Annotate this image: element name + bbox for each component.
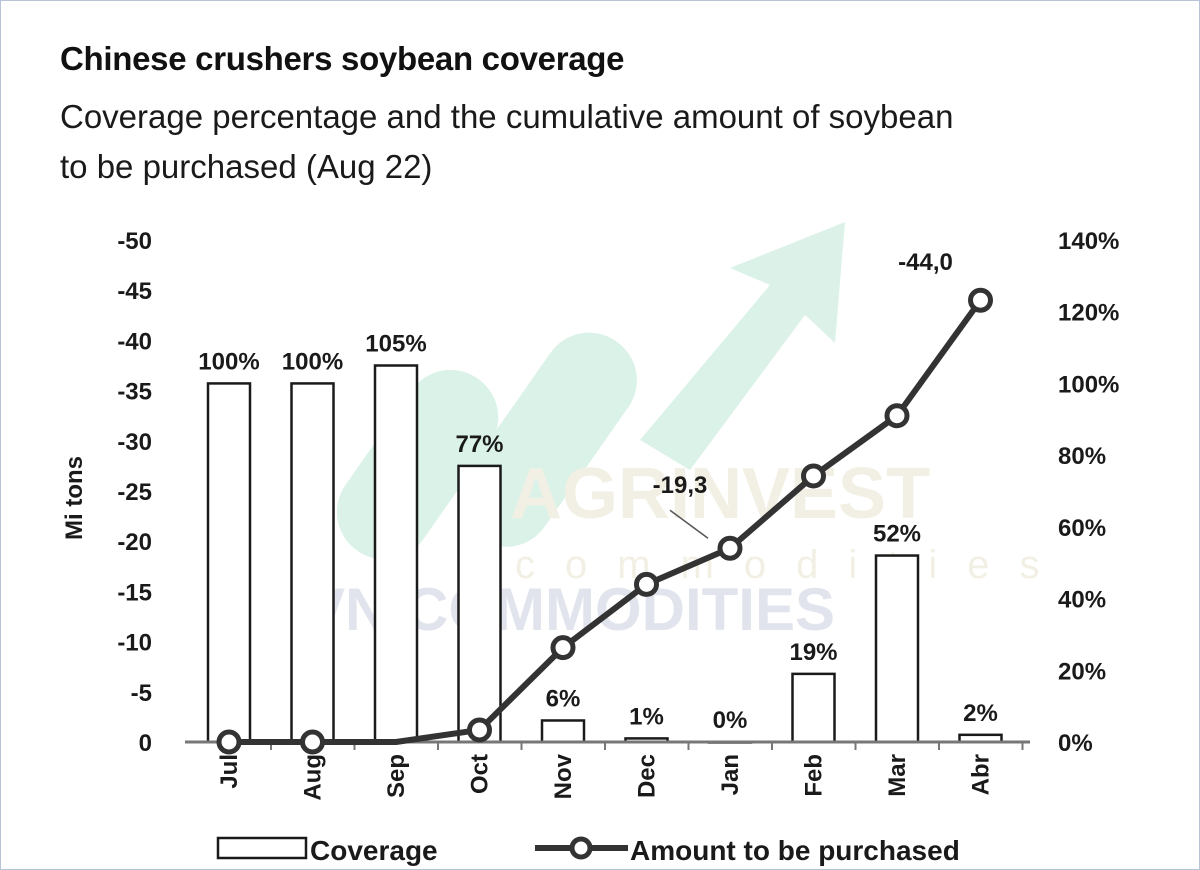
amount-line-path xyxy=(229,298,983,745)
coverage-bars xyxy=(206,364,1003,744)
coverage-bar xyxy=(791,672,836,744)
right-tick-label: 80% xyxy=(1058,443,1106,470)
left-axis-label: Mi tons xyxy=(61,456,88,540)
amount-point xyxy=(968,287,993,313)
legend-swatch-coverage xyxy=(216,836,308,860)
amount-point xyxy=(884,403,910,429)
legend-swatch-marker xyxy=(569,836,593,860)
coverage-labels: 100% 100% 105% 77% 6% 1% 0% 19% 52% 2% xyxy=(198,331,998,735)
right-tick-label: 140% xyxy=(1058,228,1119,255)
right-axis: 140% 120% 100% 80% 60% 40% 20% 0% xyxy=(1058,228,1119,757)
chart-title: Chinese crushers soybean coverage xyxy=(60,40,625,77)
legend-label-amount: Amount to be purchased xyxy=(630,835,960,866)
watermark-stripe-2 xyxy=(458,332,637,547)
watermark-brand: AGRINVEST xyxy=(510,454,930,534)
coverage-value-label: 2% xyxy=(963,700,998,727)
x-tick-label: Mar xyxy=(884,754,911,797)
right-tick-label: 120% xyxy=(1058,300,1119,327)
right-tick-label: 20% xyxy=(1058,658,1106,685)
x-tick-label: Feb xyxy=(801,754,828,797)
left-tick-label: -10 xyxy=(117,630,152,657)
amount-point xyxy=(300,729,325,755)
amount-point xyxy=(467,717,492,743)
left-tick-label: -25 xyxy=(117,479,152,506)
left-tick-label: -15 xyxy=(117,579,152,606)
amount-point xyxy=(801,463,826,489)
watermark: AGRINVEST commodities VN COMMODITIES xyxy=(305,222,1070,643)
x-tick-label: Dec xyxy=(634,754,661,798)
left-tick-label: -5 xyxy=(131,680,152,707)
line-annotation-label: -44,0 xyxy=(898,249,953,276)
coverage-bar xyxy=(874,554,920,744)
coverage-value-label: 1% xyxy=(629,703,664,730)
coverage-value-label: 105% xyxy=(365,331,426,358)
x-tick-label: Aug xyxy=(300,754,327,801)
x-tick-label: Jan xyxy=(717,754,744,795)
x-axis: Jul Aug Sep Oct Nov Dec Jan Feb Mar Abr xyxy=(216,742,1024,801)
coverage-value-label: 52% xyxy=(873,521,921,548)
x-tick-label: Jul xyxy=(216,754,243,789)
coverage-value-label: 6% xyxy=(546,685,581,712)
right-tick-label: 40% xyxy=(1058,587,1106,614)
chart-subtitle: Coverage percentage and the cumulative a… xyxy=(60,98,954,185)
line-annotations: -19,3 -44,0 xyxy=(653,249,953,539)
x-tick-label: Abr xyxy=(968,754,995,795)
coverage-bar xyxy=(206,382,252,744)
amount-point xyxy=(216,729,242,755)
coverage-bar xyxy=(457,464,502,744)
right-tick-label: 0% xyxy=(1058,730,1093,757)
amount-point xyxy=(717,535,743,561)
x-tick-label: Sep xyxy=(383,754,410,798)
x-tick-label: Nov xyxy=(550,753,577,799)
amount-line xyxy=(216,287,993,755)
coverage-value-label: 100% xyxy=(198,348,259,375)
left-tick-label: -40 xyxy=(117,328,152,355)
left-tick-label: -30 xyxy=(117,429,152,456)
x-tick-label: Oct xyxy=(467,754,494,794)
watermark-arrow xyxy=(640,222,845,470)
coverage-value-label: 77% xyxy=(455,431,503,458)
watermark-sub: commodities xyxy=(515,543,1070,587)
legend: Coverage Amount to be purchased xyxy=(216,835,960,866)
left-tick-label: -50 xyxy=(117,228,152,255)
right-tick-label: 60% xyxy=(1058,515,1106,542)
amount-point xyxy=(550,635,576,661)
left-axis: -50-45-40-35-30-25-20-15-10-50 xyxy=(117,228,152,757)
line-annotation-label: -19,3 xyxy=(653,472,708,499)
right-tick-label: 100% xyxy=(1058,371,1119,398)
left-tick-label: -35 xyxy=(117,379,152,406)
amount-point xyxy=(634,571,659,597)
coverage-value-label: 0% xyxy=(713,707,748,734)
coverage-value-label: 100% xyxy=(282,348,343,375)
left-tick-label: -45 xyxy=(117,278,152,305)
left-tick-label: 0 xyxy=(139,730,152,757)
coverage-value-label: 19% xyxy=(789,639,837,666)
legend-label-coverage: Coverage xyxy=(310,835,438,866)
left-tick-label: -20 xyxy=(117,529,152,556)
annotation-leader xyxy=(669,509,709,539)
coverage-bar xyxy=(290,382,335,744)
coverage-bar xyxy=(540,719,586,744)
coverage-bar xyxy=(373,364,419,744)
